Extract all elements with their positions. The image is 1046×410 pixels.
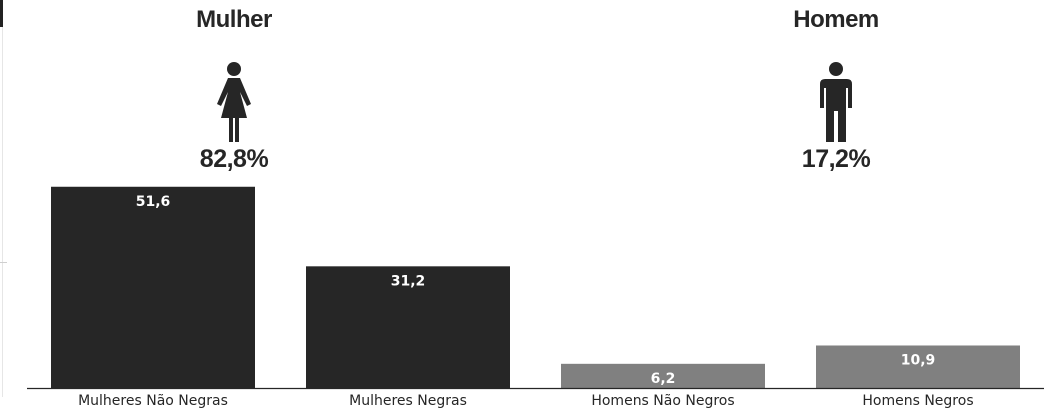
male-title: Homem	[793, 6, 879, 33]
bar-value-label: 31,2	[391, 273, 426, 289]
bar-value-label: 51,6	[136, 194, 171, 210]
female-title: Mulher	[196, 6, 272, 33]
female-summary: Mulher 82,8%	[84, 4, 384, 174]
man-icon	[820, 62, 852, 142]
female-percent: 82,8%	[199, 145, 269, 173]
category-label: Homens Negros	[862, 393, 973, 409]
woman-icon	[217, 62, 251, 142]
corner-mark	[0, 0, 3, 27]
left-edge-tick	[0, 262, 7, 263]
category-label: Mulheres Negras	[349, 393, 467, 409]
bar-2	[306, 266, 510, 388]
left-edge-line	[2, 27, 3, 397]
male-summary: Homem 17,2%	[686, 4, 986, 174]
category-label: Homens Não Negros	[591, 393, 734, 409]
category-label: Mulheres Não Negras	[78, 393, 228, 409]
male-percent: 17,2%	[801, 145, 871, 173]
bar-value-label: 6,2	[651, 371, 676, 387]
bar-value-label: 10,9	[901, 352, 936, 368]
bar-4	[816, 345, 1020, 388]
bar-3	[561, 363, 765, 388]
bar-1	[51, 186, 255, 388]
